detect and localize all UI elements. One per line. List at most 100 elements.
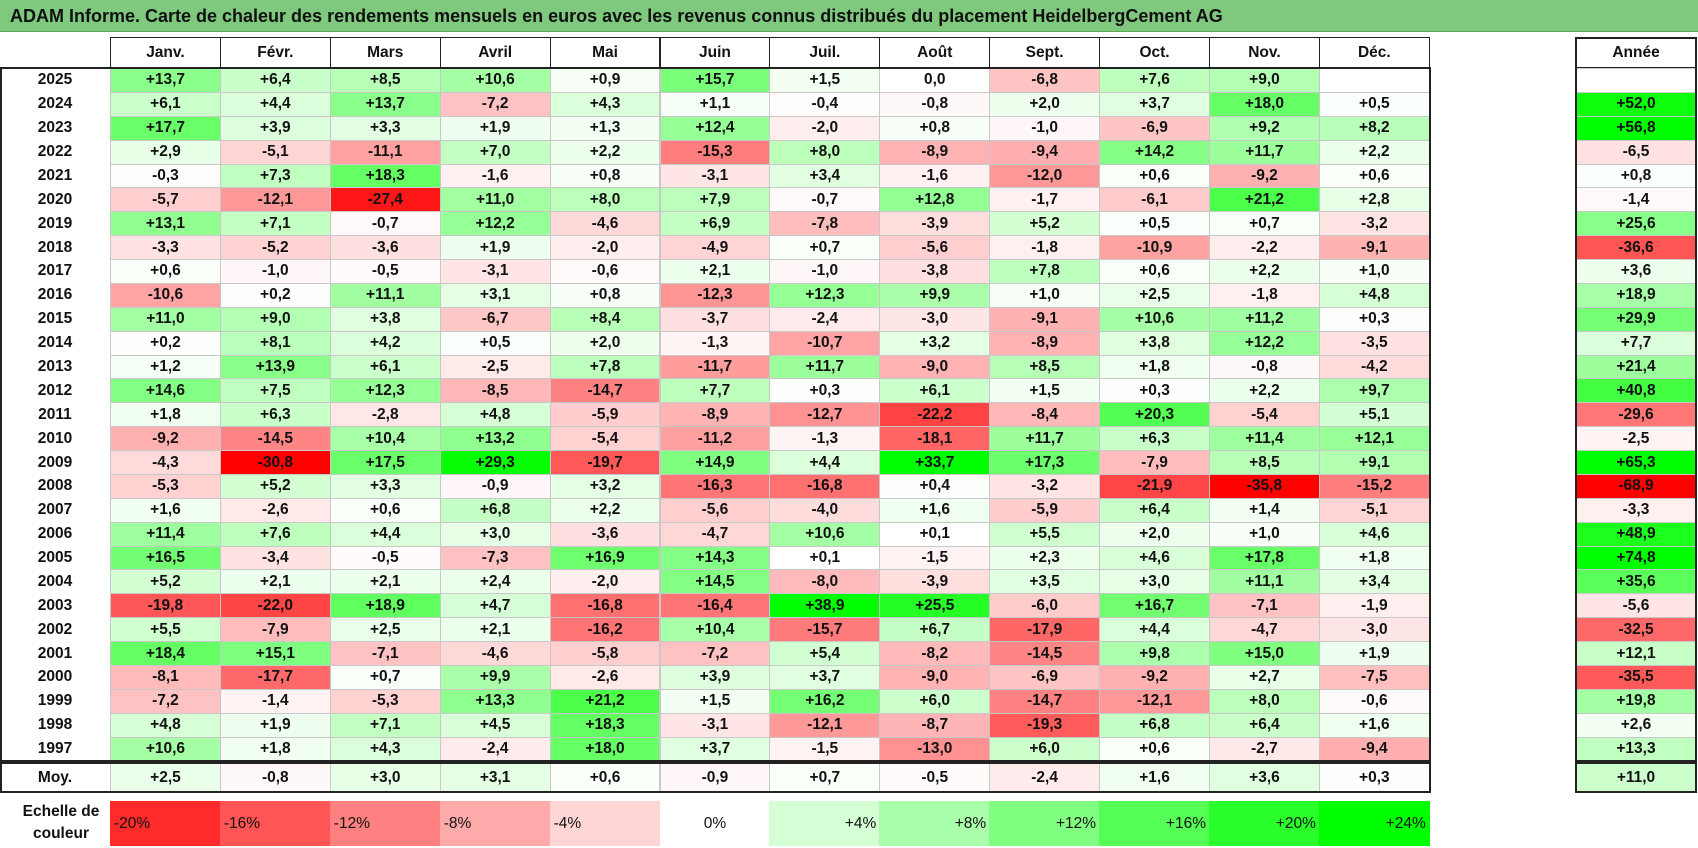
heat-cell: -9,0	[879, 665, 991, 690]
heat-cell: -7,9	[219, 617, 331, 643]
heat-cell: +13,7	[110, 68, 221, 93]
average-cell: +0,3	[1318, 763, 1430, 792]
heat-cell: -3,6	[549, 521, 661, 547]
heat-cell: +18,4	[110, 641, 221, 666]
color-scale-step: 0%	[659, 801, 771, 846]
heat-cell: +11,0	[439, 187, 551, 213]
heat-cell: +4,4	[219, 91, 331, 117]
heat-cell: +10,6	[439, 68, 551, 93]
heat-cell: +11,7	[989, 426, 1101, 452]
heat-cell: -30,8	[219, 450, 331, 475]
heat-cell: -12,1	[1099, 688, 1210, 714]
heat-cell: +4,6	[1099, 545, 1210, 571]
heat-cell: +6,1	[110, 91, 221, 117]
heat-cell: +15,7	[659, 68, 771, 93]
heat-cell: -16,8	[769, 473, 881, 499]
month-header: Sept.	[989, 37, 1101, 68]
heat-cell: -3,1	[659, 163, 771, 189]
heat-cell: -5,4	[1209, 402, 1320, 428]
color-scale-label: Echelle de couleur	[22, 803, 100, 842]
heat-cell: +2,2	[1318, 139, 1430, 165]
heat-cell: -19,3	[989, 712, 1101, 738]
heat-cell: -5,2	[219, 235, 331, 261]
heat-cell: -7,2	[659, 641, 771, 666]
average-cell: +2,5	[110, 763, 221, 792]
month-header: Janv.	[110, 37, 221, 68]
heat-cell: -1,5	[769, 736, 881, 762]
heat-cell: +9,8	[1099, 641, 1210, 666]
year-label: 2003	[0, 593, 110, 619]
heat-cell: +1,1	[659, 91, 771, 117]
heat-cell: +0,5	[1318, 91, 1430, 117]
heat-cell: -2,0	[769, 115, 881, 141]
heat-cell: -1,7	[989, 187, 1101, 213]
heat-cell: -1,0	[769, 259, 881, 284]
heat-cell: +6,7	[879, 617, 991, 643]
heat-cell: +18,0	[549, 736, 661, 762]
heat-cell: +29,3	[439, 450, 551, 475]
heat-cell: -27,4	[329, 187, 441, 213]
heat-cell: -3,7	[659, 306, 771, 332]
year-label: 2004	[0, 569, 110, 595]
month-header: Nov.	[1209, 37, 1320, 68]
average-cell: +0,7	[769, 763, 881, 792]
heat-cell: -11,2	[659, 426, 771, 452]
heat-cell: -4,9	[659, 235, 771, 261]
heat-cell: +1,6	[879, 497, 991, 523]
year-label: 2000	[0, 665, 110, 690]
heat-cell: +25,5	[879, 593, 991, 619]
heat-cell: +2,9	[110, 139, 221, 165]
heat-cell: +21,2	[1209, 187, 1320, 213]
heat-cell: -7,9	[1099, 450, 1210, 475]
heat-cell: -5,7	[110, 187, 221, 213]
heat-cell: +0,6	[1099, 736, 1210, 762]
heat-cell: +16,7	[1099, 593, 1210, 619]
heat-cell: +3,7	[1099, 91, 1210, 117]
heat-cell: +0,4	[879, 473, 991, 499]
month-header: Août	[879, 37, 991, 68]
heat-cell: +13,9	[219, 354, 331, 380]
average-cell: -0,8	[219, 763, 331, 792]
heat-cell: +7,8	[549, 354, 661, 380]
heat-cell: +2,1	[659, 259, 771, 284]
heat-cell: +9,7	[1318, 378, 1430, 404]
month-header: Avril	[439, 37, 551, 68]
heat-cell: +3,2	[549, 473, 661, 499]
heat-cell: -5,6	[659, 497, 771, 523]
average-cell: -0,5	[879, 763, 991, 792]
annual-cell: +29,9	[1576, 306, 1696, 332]
average-label: Moy.	[0, 763, 110, 792]
heat-cell: +4,3	[549, 91, 661, 117]
heat-cell: -22,0	[219, 593, 331, 619]
heat-cell: -7,2	[110, 688, 221, 714]
heat-cell: -12,1	[219, 187, 331, 213]
heat-cell: +3,0	[439, 521, 551, 547]
annual-header: Année	[1576, 37, 1696, 68]
month-header: Déc.	[1318, 37, 1430, 68]
average-cell: +3,6	[1209, 763, 1320, 792]
heat-cell: -0,8	[879, 91, 991, 117]
heat-cell: +9,1	[1318, 450, 1430, 475]
heat-cell: +0,6	[329, 497, 441, 523]
heat-cell: +6,8	[1099, 712, 1210, 738]
heat-cell: -3,5	[1318, 330, 1430, 356]
heat-cell: -1,6	[879, 163, 991, 189]
annual-cell: +25,6	[1576, 211, 1696, 237]
heat-cell: -3,3	[110, 235, 221, 261]
heat-cell: +11,2	[1209, 306, 1320, 332]
heat-cell: -15,7	[769, 617, 881, 643]
year-label: 2015	[0, 306, 110, 332]
heat-cell: -8,0	[769, 569, 881, 595]
heat-cell: -3,4	[219, 545, 331, 571]
month-header: Oct.	[1099, 37, 1210, 68]
heat-cell: +2,5	[329, 617, 441, 643]
month-header: Juil.	[769, 37, 881, 68]
annual-cell: +40,8	[1576, 378, 1696, 404]
heat-cell: -2,5	[439, 354, 551, 380]
heat-cell: -9,4	[1318, 736, 1430, 762]
heat-cell: +5,1	[1318, 402, 1430, 428]
heat-cell: -13,0	[879, 736, 991, 762]
heat-cell: +4,8	[110, 712, 221, 738]
heat-cell: +14,3	[659, 545, 771, 571]
heat-cell: +0,6	[110, 259, 221, 284]
